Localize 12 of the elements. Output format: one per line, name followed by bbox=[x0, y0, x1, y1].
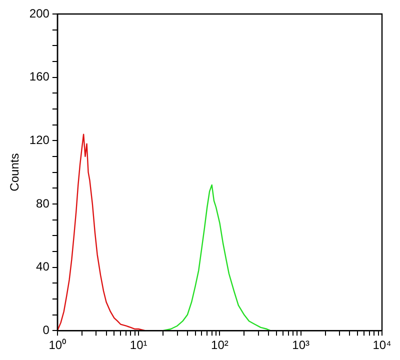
x-tick-label: 10² bbox=[211, 338, 228, 352]
y-tick-label: 0 bbox=[42, 322, 50, 337]
y-axis-title: Counts bbox=[8, 153, 22, 192]
x-tick-label: 10¹ bbox=[130, 338, 148, 352]
y-tick-label: 200 bbox=[29, 6, 50, 20]
y-tick-label: 40 bbox=[36, 260, 50, 274]
y-tick-label: 120 bbox=[29, 132, 50, 147]
x-tick-label: 10³ bbox=[292, 338, 310, 352]
x-tick-label: 10⁰ bbox=[48, 338, 66, 352]
y-tick-label: 160 bbox=[29, 70, 50, 84]
y-tick-label: 80 bbox=[36, 196, 50, 210]
x-tick-label: 10⁴ bbox=[372, 338, 392, 352]
